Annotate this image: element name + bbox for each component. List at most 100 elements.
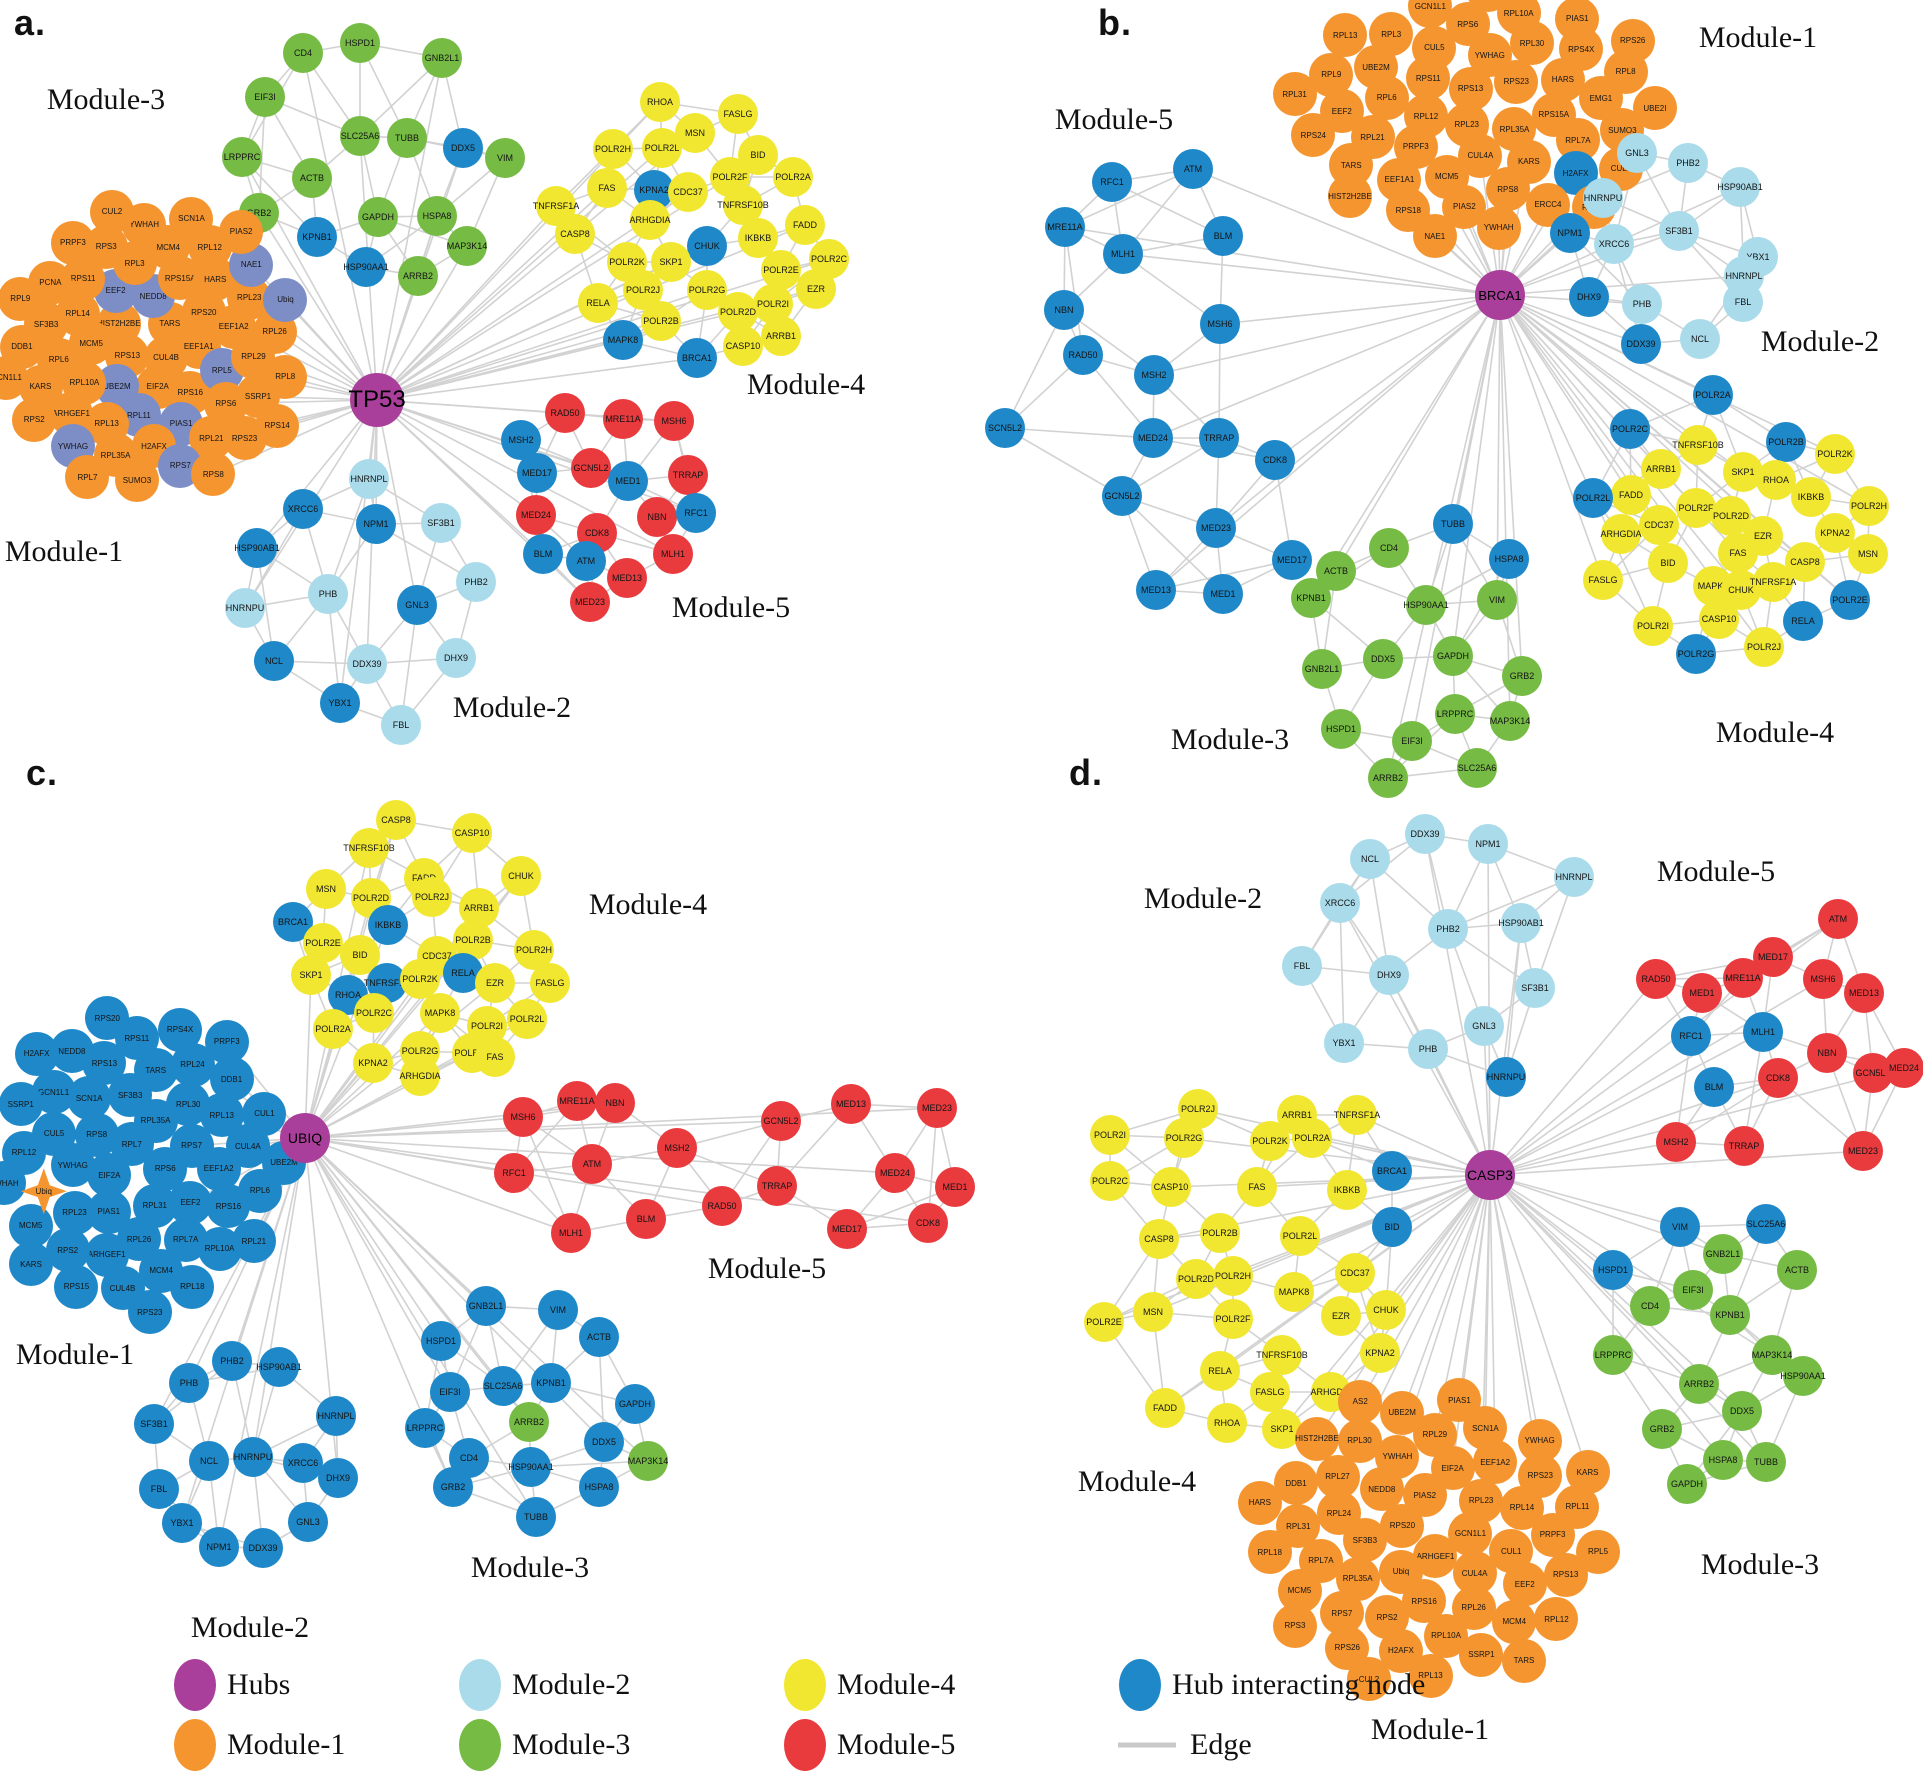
node-polr2f[interactable]: POLR2F (1676, 488, 1716, 528)
node-ssrp1[interactable]: SSRP1 (0, 1082, 43, 1126)
node-polr2b[interactable]: POLR2B (641, 301, 681, 341)
node-hspd1[interactable]: HSPD1 (340, 23, 380, 63)
node-trrap[interactable]: TRRAP (1724, 1126, 1764, 1166)
hub-brca1[interactable]: BRCA1 (1475, 270, 1525, 320)
node-msh6[interactable]: MSH6 (503, 1097, 543, 1137)
node-ddx39[interactable]: DDX39 (243, 1528, 283, 1568)
node-gnb2l1[interactable]: GNB2L1 (466, 1286, 506, 1326)
node-rela[interactable]: RELA (1200, 1351, 1240, 1391)
node-polr2c[interactable]: POLR2C (1090, 1161, 1130, 1201)
node-gapdh[interactable]: GAPDH (1433, 636, 1473, 676)
node-med23[interactable]: MED23 (1843, 1131, 1883, 1171)
node-tubb[interactable]: TUBB (516, 1497, 556, 1537)
node-blm[interactable]: BLM (1694, 1067, 1734, 1107)
node-cul1[interactable]: CUL1 (242, 1091, 287, 1136)
node-rpl3[interactable]: RPL3 (1369, 12, 1414, 57)
node-phb2[interactable]: PHB2 (1668, 143, 1708, 183)
node-hsp90ab1[interactable]: HSP90AB1 (1498, 903, 1544, 943)
node-polr2f[interactable]: POLR2F (1213, 1299, 1253, 1339)
node-cul2[interactable]: CUL2 (90, 189, 135, 234)
node-hsp90ab1[interactable]: HSP90AB1 (234, 528, 280, 568)
node-npm1[interactable]: NPM1 (1468, 824, 1508, 864)
node-med23[interactable]: MED23 (570, 582, 610, 622)
node-ezr[interactable]: EZR (475, 963, 515, 1003)
node-rpl7[interactable]: RPL7 (65, 455, 110, 500)
node-ddx5[interactable]: DDX5 (1363, 639, 1403, 679)
node-atm[interactable]: ATM (1818, 899, 1858, 939)
node-hsp90aa1[interactable]: HSP90AA1 (343, 247, 389, 287)
node-arhgdia[interactable]: ARHGDIA (400, 1056, 441, 1096)
node-phb2[interactable]: PHB2 (212, 1341, 252, 1381)
node-dhx9[interactable]: DHX9 (1569, 277, 1609, 317)
node-bid[interactable]: BID (1648, 543, 1688, 583)
node-gnb2l1[interactable]: GNB2L1 (1302, 649, 1342, 689)
node-ybx1[interactable]: YBX1 (1324, 1023, 1364, 1063)
node-polr2l[interactable]: POLR2L (507, 999, 547, 1039)
node-polr2e[interactable]: POLR2E (1084, 1302, 1124, 1342)
node-eif3i[interactable]: EIF3I (245, 77, 285, 117)
node-eif3i[interactable]: EIF3I (430, 1372, 470, 1412)
node-mlh1[interactable]: MLH1 (551, 1213, 591, 1253)
node-vim[interactable]: VIM (1660, 1207, 1700, 1247)
node-med13[interactable]: MED13 (1136, 570, 1176, 610)
node-slc25a6[interactable]: SLC25A6 (1746, 1204, 1786, 1244)
node-polr2h[interactable]: POLR2H (1849, 486, 1889, 526)
node-ybx1[interactable]: YBX1 (320, 683, 360, 723)
node-polr2h[interactable]: POLR2H (1213, 1256, 1253, 1296)
node-rps26[interactable]: RPS26 (1610, 18, 1655, 63)
node-tars[interactable]: TARS (1502, 1638, 1546, 1683)
node-grb2[interactable]: GRB2 (433, 1467, 473, 1507)
node-arhgdia[interactable]: ARHGDIA (630, 200, 671, 240)
node-faslg[interactable]: FASLG (1250, 1372, 1290, 1412)
node-polr2l[interactable]: POLR2L (1573, 478, 1613, 518)
node-ddx39[interactable]: DDX39 (347, 644, 387, 684)
node-casp8[interactable]: CASP8 (1139, 1219, 1179, 1259)
node-grb2[interactable]: GRB2 (1502, 656, 1542, 696)
node-rfc1[interactable]: RFC1 (1092, 162, 1132, 202)
node-trrap[interactable]: TRRAP (757, 1166, 797, 1206)
node-rps15[interactable]: RPS15 (54, 1264, 99, 1309)
node-cdc37[interactable]: CDC37 (668, 172, 708, 212)
node-hnrnpl[interactable]: HNRNPL (316, 1396, 356, 1436)
node-rpl8[interactable]: RPL8 (263, 354, 308, 399)
node-phb[interactable]: PHB (1622, 284, 1662, 324)
node-msh2[interactable]: MSH2 (1656, 1122, 1696, 1162)
node-tnfrsf1a[interactable]: TNFRSF1A (1750, 562, 1796, 602)
node-ezr[interactable]: EZR (796, 269, 836, 309)
node-bid[interactable]: BID (1372, 1207, 1412, 1247)
node-kpna2[interactable]: KPNA2 (1360, 1333, 1400, 1373)
node-nae1[interactable]: NAE1 (1412, 214, 1457, 259)
node-vim[interactable]: VIM (538, 1290, 578, 1330)
node-rps14[interactable]: RPS14 (255, 403, 300, 448)
node-pias2[interactable]: PIAS2 (219, 209, 264, 254)
node-phb2[interactable]: PHB2 (1428, 909, 1468, 949)
node-nbn[interactable]: NBN (1044, 290, 1084, 330)
node-cdk8[interactable]: CDK8 (1255, 440, 1295, 480)
node-mre11a[interactable]: MRE11A (603, 399, 643, 439)
node-trrap[interactable]: TRRAP (1199, 418, 1239, 458)
node-hnrnpu[interactable]: HNRNPU (1583, 178, 1623, 218)
node-polr2a[interactable]: POLR2A (313, 1009, 353, 1049)
node-polr2k[interactable]: POLR2K (1250, 1121, 1290, 1161)
node-rps8[interactable]: RPS8 (191, 452, 236, 497)
node-vim[interactable]: VIM (1477, 580, 1517, 620)
node-atm[interactable]: ATM (566, 541, 606, 581)
node-hsp90ab1[interactable]: HSP90AB1 (1717, 167, 1763, 207)
node-hspa8[interactable]: HSPA8 (1703, 1440, 1743, 1480)
node-actb[interactable]: ACTB (579, 1317, 619, 1357)
node-pias1[interactable]: PIAS1 (1437, 1378, 1482, 1422)
node-ddx5[interactable]: DDX5 (584, 1422, 624, 1462)
node-phb[interactable]: PHB (308, 574, 348, 614)
node-polr2k[interactable]: POLR2K (1815, 434, 1855, 474)
node-msn[interactable]: MSN (1848, 534, 1888, 574)
hub-casp3[interactable]: CASP3 (1465, 1150, 1515, 1200)
node-cd4[interactable]: CD4 (283, 33, 323, 73)
node-polr2j[interactable]: POLR2J (1744, 627, 1784, 667)
node-hnrnpl[interactable]: HNRNPL (1554, 857, 1594, 897)
node-map3k14[interactable]: MAP3K14 (447, 226, 487, 266)
node-chuk[interactable]: CHUK (1366, 1290, 1406, 1330)
node-polr2h[interactable]: POLR2H (593, 129, 633, 169)
node-mlh1[interactable]: MLH1 (653, 534, 693, 574)
node-arrb2[interactable]: ARRB2 (509, 1402, 549, 1442)
node-lrpprc[interactable]: LRPPRC (1593, 1335, 1633, 1375)
